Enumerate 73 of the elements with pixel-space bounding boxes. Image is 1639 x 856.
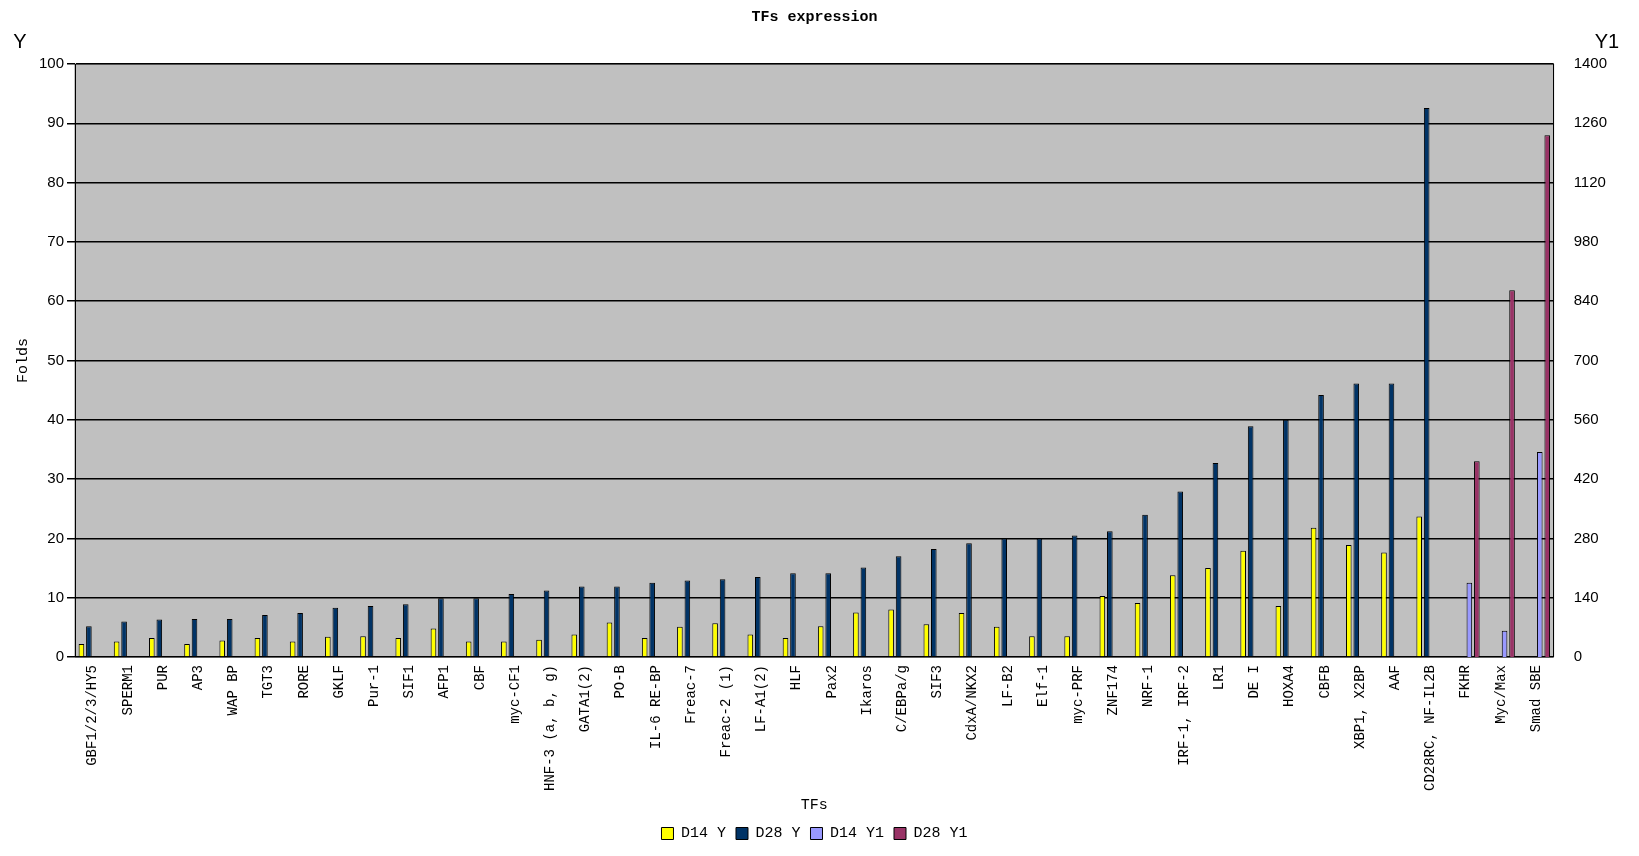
x-tick-label: CD28RC, NF-IL2B [1422,664,1439,792]
y2-tick-label: 1260 [1573,113,1608,131]
x-tick-label: Freac-7 [682,664,699,724]
x-tick-label: Myc/Max [1492,664,1509,724]
x-tick-label: FKHR [1457,664,1474,699]
x-tick-label: PO-B [612,664,629,699]
y-tick-label: 0 [55,647,65,665]
x-tick-label: Pur-1 [365,664,382,707]
y2-tick-label: 980 [1573,232,1599,250]
y-tick-label: 20 [47,528,65,546]
x-tick-label: Smad SBE [1527,664,1544,733]
y-tick-label: 30 [47,469,65,487]
x-tick-label: myc-CF1 [506,664,523,724]
y2-tick-label: 140 [1573,587,1599,605]
x-tick-label: LF-B2 [999,664,1016,707]
x-tick-label: C/EBPa/g [894,664,911,733]
y2-tick-label: 840 [1573,291,1599,309]
x-axis-title: TFs [800,796,828,814]
x-tick-label: ZNF174 [1105,664,1122,716]
y2-tick-label: 0 [1573,647,1582,665]
x-tick-label: TGT3 [260,664,277,699]
x-tick-label: Elf-1 [1034,664,1051,707]
x-tick-label: Freac-2 (1) [718,664,735,758]
y-tick-label: 50 [47,350,65,368]
x-tick-label: CBFB [1316,664,1333,699]
x-tick-label: HOXA4 [1281,664,1298,707]
x-tick-label: PUR [154,664,171,691]
y2-tick-label: 280 [1573,528,1599,546]
legend-label: D28 Y [755,825,801,843]
legend-label: D14 Y1 [830,825,885,843]
x-tick-label: AAF [1386,664,1403,691]
y-tick-label: 100 [39,54,65,72]
x-tick-label: Ikaros [858,664,875,716]
x-tick-label: CdxA/NKX2 [964,664,981,741]
x-tick-label: WAP BP [225,664,242,716]
y2-tick-label: 560 [1573,409,1599,427]
chart-title: TFs expression [751,8,878,26]
y2-tick-label: 420 [1573,469,1599,487]
text: Y1 [1594,29,1620,52]
x-tick-label: RORE [295,664,312,699]
x-tick-label: GKLF [330,664,347,699]
y-axis-title: Folds [14,337,32,383]
y-tick-label: 40 [47,409,65,427]
x-tick-label: SIF3 [929,664,946,699]
x-tick-label: CBF [471,664,488,691]
y-tick-label: 10 [47,587,65,605]
legend-label: D28 Y1 [913,825,968,843]
y2-tick-label: 1120 [1573,172,1606,190]
x-tick-label: SPERM1 [119,664,136,716]
x-tick-label: GATA1(2) [577,664,594,733]
x-tick-label: LF-A1(2) [753,664,770,733]
x-tick-label: AP3 [189,664,206,691]
x-tick-label: HLF [788,664,805,691]
y-tick-label: 90 [47,113,65,131]
y-tick-label: 70 [47,232,65,250]
x-tick-label: XBP1, X2BP [1351,664,1368,749]
text: Y [13,29,27,52]
x-tick-label: myc-PRF [1070,664,1087,724]
x-tick-label: Pax2 [823,664,840,699]
y2-tick-label: 1400 [1573,54,1608,72]
x-tick-label: SIF1 [401,664,418,699]
y-tick-label: 80 [47,172,65,190]
y-tick-label: 60 [47,291,65,309]
x-tick-label: DE I [1246,664,1263,699]
x-tick-label: GBF1/2/3/HY5 [84,664,101,766]
x-tick-label: HNF-3 (a, b, g) [542,664,558,792]
x-tick-label: LR1 [1210,664,1227,691]
x-tick-label: NRF-1 [1140,664,1157,707]
x-tick-label: IL-6 RE-BP [647,664,664,749]
y2-tick-label: 700 [1573,350,1599,368]
x-tick-label: AFP1 [436,664,453,699]
legend-label: D14 Y [680,825,726,843]
x-tick-label: IRF-1, IRF-2 [1175,664,1192,766]
